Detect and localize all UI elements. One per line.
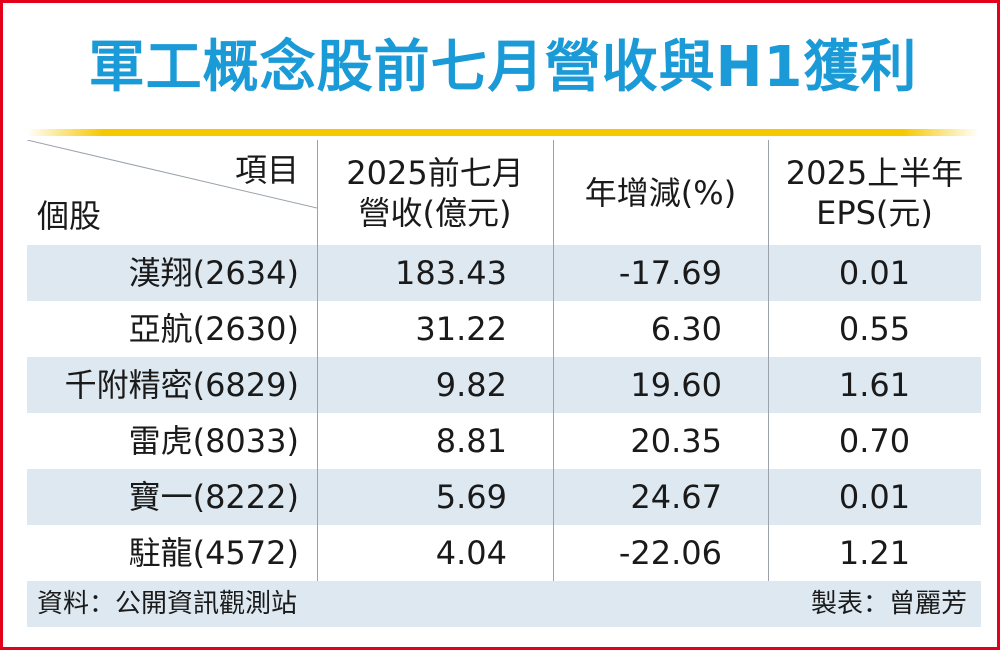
column-divider <box>768 140 769 581</box>
yoy-value: 24.67 <box>630 478 722 516</box>
header-eps: 2025上半年 EPS(元) <box>768 140 981 245</box>
eps-value: 0.01 <box>838 254 911 292</box>
header-yoy-label: 年增減(%) <box>584 173 737 212</box>
yoy-value: -22.06 <box>618 534 722 572</box>
data-table: 項目 個股 2025前七月 營收(億元) 年增減(%) 2025上半年 EPS(… <box>27 140 981 581</box>
title-underline <box>27 129 979 136</box>
yoy-value: -17.69 <box>618 254 722 292</box>
table-row: 雷虎(8033) 8.81 20.35 0.70 <box>27 413 981 469</box>
stock-name: 亞航(2630) <box>128 310 299 348</box>
stock-name: 駐龍(4572) <box>128 534 299 572</box>
header-diagonal-line <box>27 140 317 209</box>
eps-value: 1.61 <box>838 366 911 404</box>
eps-value: 0.01 <box>838 478 911 516</box>
table-row: 漢翔(2634) 183.43 -17.69 0.01 <box>27 245 981 301</box>
stock-name: 寶一(8222) <box>128 478 299 516</box>
revenue-value: 31.22 <box>415 310 507 348</box>
table-row: 寶一(8222) 5.69 24.67 0.01 <box>27 469 981 525</box>
table-footer: 資料：公開資訊觀測站 製表：曾麗芳 <box>27 581 981 627</box>
stock-name: 千附精密(6829) <box>64 366 299 404</box>
revenue-value: 183.43 <box>395 254 507 292</box>
table-row: 千附精密(6829) 9.82 19.60 1.61 <box>27 357 981 413</box>
table-header: 項目 個股 2025前七月 營收(億元) 年增減(%) 2025上半年 EPS(… <box>27 140 981 245</box>
header-eps-line1: 2025上半年 <box>785 153 964 192</box>
header-revenue: 2025前七月 營收(億元) <box>317 140 553 245</box>
eps-value: 0.55 <box>838 310 911 348</box>
eps-value: 0.70 <box>838 422 911 460</box>
header-revenue-line2: 營收(億元) <box>358 193 512 232</box>
yoy-value: 20.35 <box>630 422 722 460</box>
revenue-value: 5.69 <box>435 478 507 516</box>
infographic-title: 軍工概念股前七月營收與H1獲利 <box>88 35 918 100</box>
revenue-value: 8.81 <box>435 422 507 460</box>
yoy-value: 6.30 <box>650 310 722 348</box>
stock-name: 雷虎(8033) <box>128 422 299 460</box>
source-note: 資料：公開資訊觀測站 <box>37 589 298 619</box>
header-revenue-line1: 2025前七月 <box>346 153 524 192</box>
yoy-value: 19.60 <box>630 366 722 404</box>
revenue-value: 4.04 <box>435 534 507 572</box>
stock-name: 漢翔(2634) <box>128 254 299 292</box>
header-eps-line2: EPS(元) <box>816 193 933 232</box>
eps-value: 1.21 <box>838 534 911 572</box>
column-divider <box>553 140 554 581</box>
header-stock-label: 個股 <box>37 197 102 235</box>
table-row: 亞航(2630) 31.22 6.30 0.55 <box>27 301 981 357</box>
table-row: 駐龍(4572) 4.04 -22.06 1.21 <box>27 525 981 581</box>
column-divider <box>317 140 318 581</box>
maker-credit: 製表：曾麗芳 <box>810 589 967 619</box>
header-item-label: 項目 <box>234 151 299 189</box>
revenue-value: 9.82 <box>435 366 507 404</box>
header-yoy: 年增減(%) <box>553 140 768 245</box>
